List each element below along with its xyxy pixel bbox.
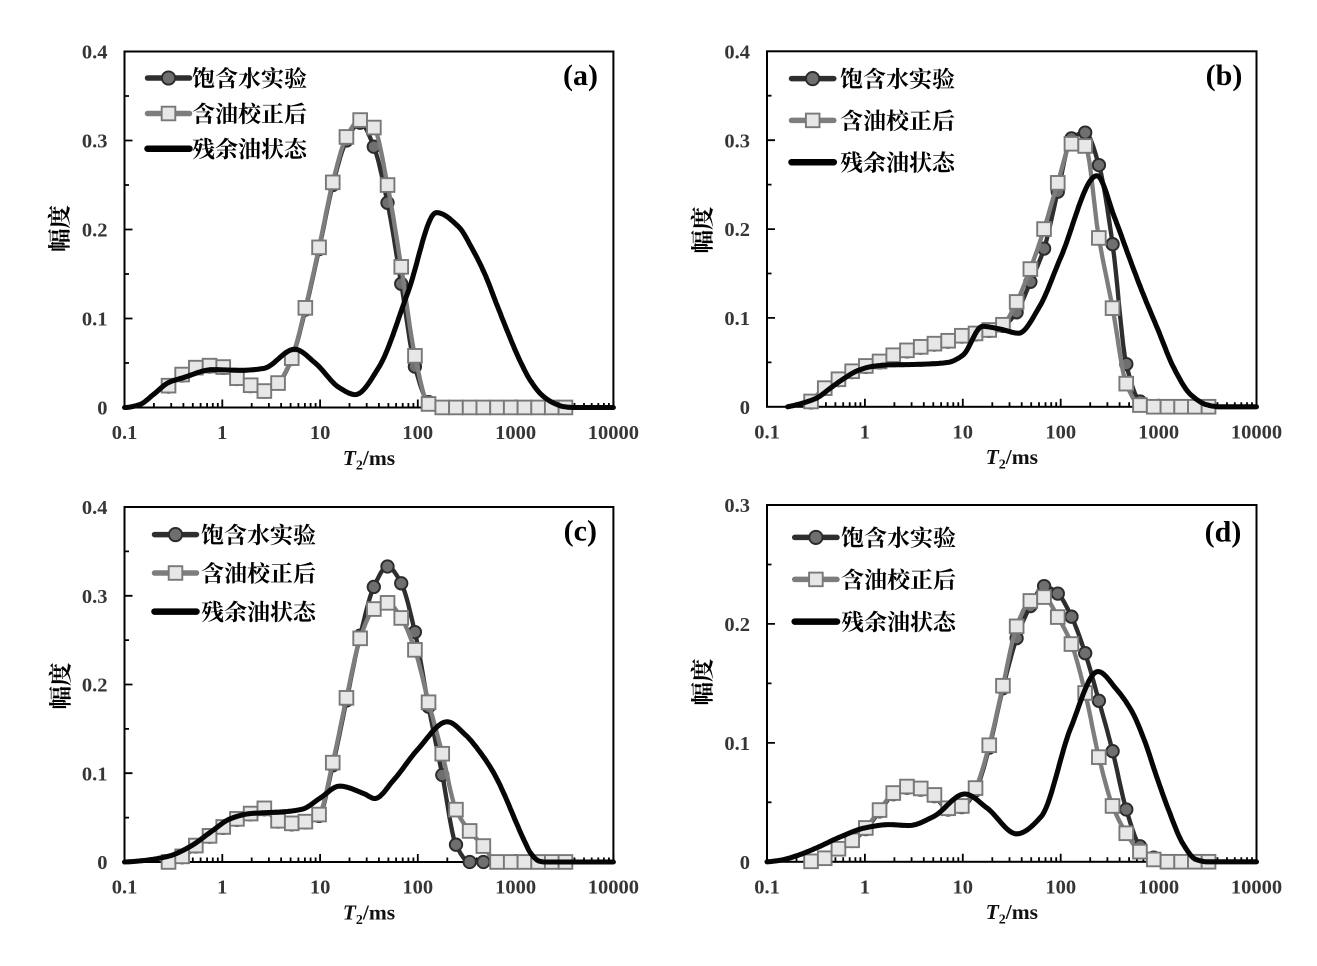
svg-text:T2/ms: T2/ms [986,445,1038,473]
svg-text:0: 0 [97,398,107,420]
svg-text:0.3: 0.3 [724,495,750,517]
svg-text:0.3: 0.3 [724,130,750,152]
svg-text:10: 10 [310,422,331,444]
svg-text:0.2: 0.2 [724,614,750,636]
svg-text:1000: 1000 [495,422,536,444]
svg-text:0: 0 [740,397,750,419]
svg-text:1: 1 [217,877,227,899]
svg-text:(c): (c) [564,515,597,548]
svg-text:0.1: 0.1 [82,309,108,331]
svg-text:0.3: 0.3 [82,586,108,608]
svg-text:0.1: 0.1 [754,421,780,443]
svg-text:0.3: 0.3 [82,131,108,153]
svg-text:1000: 1000 [495,877,536,899]
svg-text:0.1: 0.1 [724,308,750,330]
svg-text:1000: 1000 [1138,421,1179,443]
svg-text:0.1: 0.1 [724,733,750,755]
svg-text:T2/ms: T2/ms [343,900,395,928]
svg-text:1000: 1000 [1138,876,1179,898]
svg-text:0: 0 [97,852,107,874]
svg-text:0.2: 0.2 [82,220,108,242]
svg-text:0.1: 0.1 [82,764,108,786]
svg-text:10000: 10000 [588,877,639,899]
svg-text:0.2: 0.2 [82,675,108,697]
svg-text:(d): (d) [1205,516,1242,549]
svg-text:100: 100 [402,422,433,444]
svg-text:T2/ms: T2/ms [343,446,395,474]
svg-text:10000: 10000 [1231,421,1282,443]
svg-text:100: 100 [402,877,433,899]
svg-text:10: 10 [953,876,974,898]
svg-text:0.4: 0.4 [82,42,108,64]
svg-text:0.1: 0.1 [112,422,138,444]
svg-text:10: 10 [953,421,974,443]
svg-text:(b): (b) [1206,59,1243,92]
svg-text:0.2: 0.2 [724,219,750,241]
svg-text:0.1: 0.1 [754,876,780,898]
svg-text:100: 100 [1045,421,1076,443]
svg-text:10000: 10000 [588,422,639,444]
svg-text:0.4: 0.4 [82,497,108,519]
svg-text:1: 1 [860,876,870,898]
svg-text:0.1: 0.1 [112,877,138,899]
svg-text:0.4: 0.4 [724,42,750,64]
svg-text:0: 0 [740,852,750,874]
svg-text:1: 1 [860,421,870,443]
svg-text:(a): (a) [563,59,598,92]
svg-text:10: 10 [310,877,331,899]
svg-text:1: 1 [217,422,227,444]
svg-text:100: 100 [1045,876,1076,898]
svg-text:T2/ms: T2/ms [986,900,1038,928]
svg-text:10000: 10000 [1231,876,1282,898]
